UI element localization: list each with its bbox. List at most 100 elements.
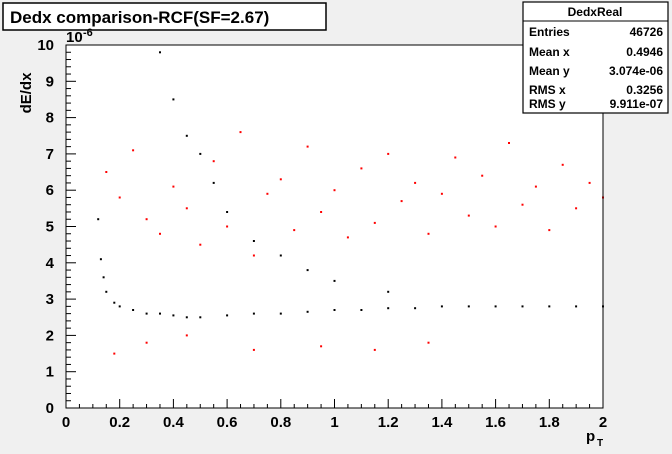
data-point [97,218,100,221]
data-point [534,185,537,188]
data-point [494,225,497,228]
data-point [346,236,349,239]
y-exponent: -6 [83,27,93,39]
data-point [199,152,202,155]
data-point [373,348,376,351]
data-point [226,211,229,213]
y-tick-label: 5 [46,219,54,236]
y-tick-label: 7 [46,146,54,163]
data-point [252,240,255,242]
data-point [360,167,363,170]
data-point [113,352,116,355]
data-point [102,276,105,279]
stats-box-title: DedxReal [568,5,623,19]
stat-label-mean-x: Mean x [529,45,570,59]
chart-title: Dedx comparison-RCF(SF=2.67) [10,8,269,27]
data-point [387,152,390,155]
data-point [252,312,255,315]
y-tick-label: 1 [46,364,54,381]
data-point [252,254,255,257]
data-point [306,269,309,272]
data-point [454,156,457,159]
y-tick-label: 3 [46,291,54,308]
data-point [159,312,161,315]
x-tick-label: 0.4 [163,414,185,431]
data-point [226,225,229,228]
data-point [172,314,175,317]
x-tick-label: 1.8 [539,414,560,431]
data-point [159,51,161,54]
data-point [440,192,443,195]
data-point [387,290,390,293]
data-point [575,207,578,210]
data-point [467,214,470,217]
data-point [279,254,282,257]
data-point [118,305,121,308]
data-point [199,243,202,246]
data-point [145,312,148,315]
x-tick-label: 0.2 [109,414,130,431]
data-point [113,301,116,304]
data-point [320,345,323,348]
series-1 [105,131,604,355]
data-point [172,98,175,101]
data-point [333,309,336,311]
data-point [212,181,215,184]
data-point [414,307,417,310]
data-point [185,207,188,210]
data-point [561,163,564,166]
data-point [306,310,309,313]
data-point [333,279,336,282]
data-point [279,178,282,181]
data-point [118,196,121,199]
data-point [212,160,215,163]
y-tick-label: 10 [37,37,54,54]
data-point [508,142,510,144]
x-axis-label-subscript: T [597,438,603,449]
x-axis-label: p [586,428,595,445]
data-point [199,316,202,319]
y-axis-label: dE/dx [18,72,35,113]
data-point [521,305,524,308]
stat-value-entries: 46726 [630,25,664,39]
data-point [521,203,524,206]
data-point [400,200,403,203]
data-point [360,309,363,311]
data-point [373,221,376,224]
data-point [239,131,242,134]
data-point [252,348,255,351]
data-point [132,309,135,311]
stat-label-mean-y: Mean y [529,64,570,78]
x-tick-label: 1 [330,414,338,431]
stat-label-rms-x: RMS x [529,83,566,97]
y-tick-label: 9 [46,73,54,90]
data-point [185,134,188,137]
stat-label-entries: Entries [529,25,570,39]
axes: 0 0.2 0.4 0.6 0.8 1 1.2 1.4 1.6 1.8 2 0 1 2 3 4 5 6 7 8 9 10 [37,37,607,431]
y-tick-label: 0 [46,400,54,417]
data-point [548,229,551,232]
data-point [387,307,390,310]
data-point [145,218,148,221]
data-point [333,189,336,192]
stat-value-mean-x: 0.4946 [626,45,663,59]
data-point [440,305,443,308]
data-point [266,192,269,195]
x-tick-label: 0 [62,414,70,431]
data-point [320,211,323,213]
data-point [172,185,175,188]
y-tick-label: 4 [46,255,55,272]
stat-value-mean-y: 3.074e-06 [609,64,663,78]
data-point [494,305,497,308]
data-point [427,341,430,344]
title-box [2,2,327,31]
y-exponent-base: 10 [66,29,83,46]
data-point [159,232,161,235]
data-point [99,258,102,261]
plot-background [66,45,603,408]
data-point [132,149,135,152]
stats-box: DedxReal Entries 46726 Mean x 0.4946 Mea… [522,1,669,114]
data-point [306,145,309,148]
